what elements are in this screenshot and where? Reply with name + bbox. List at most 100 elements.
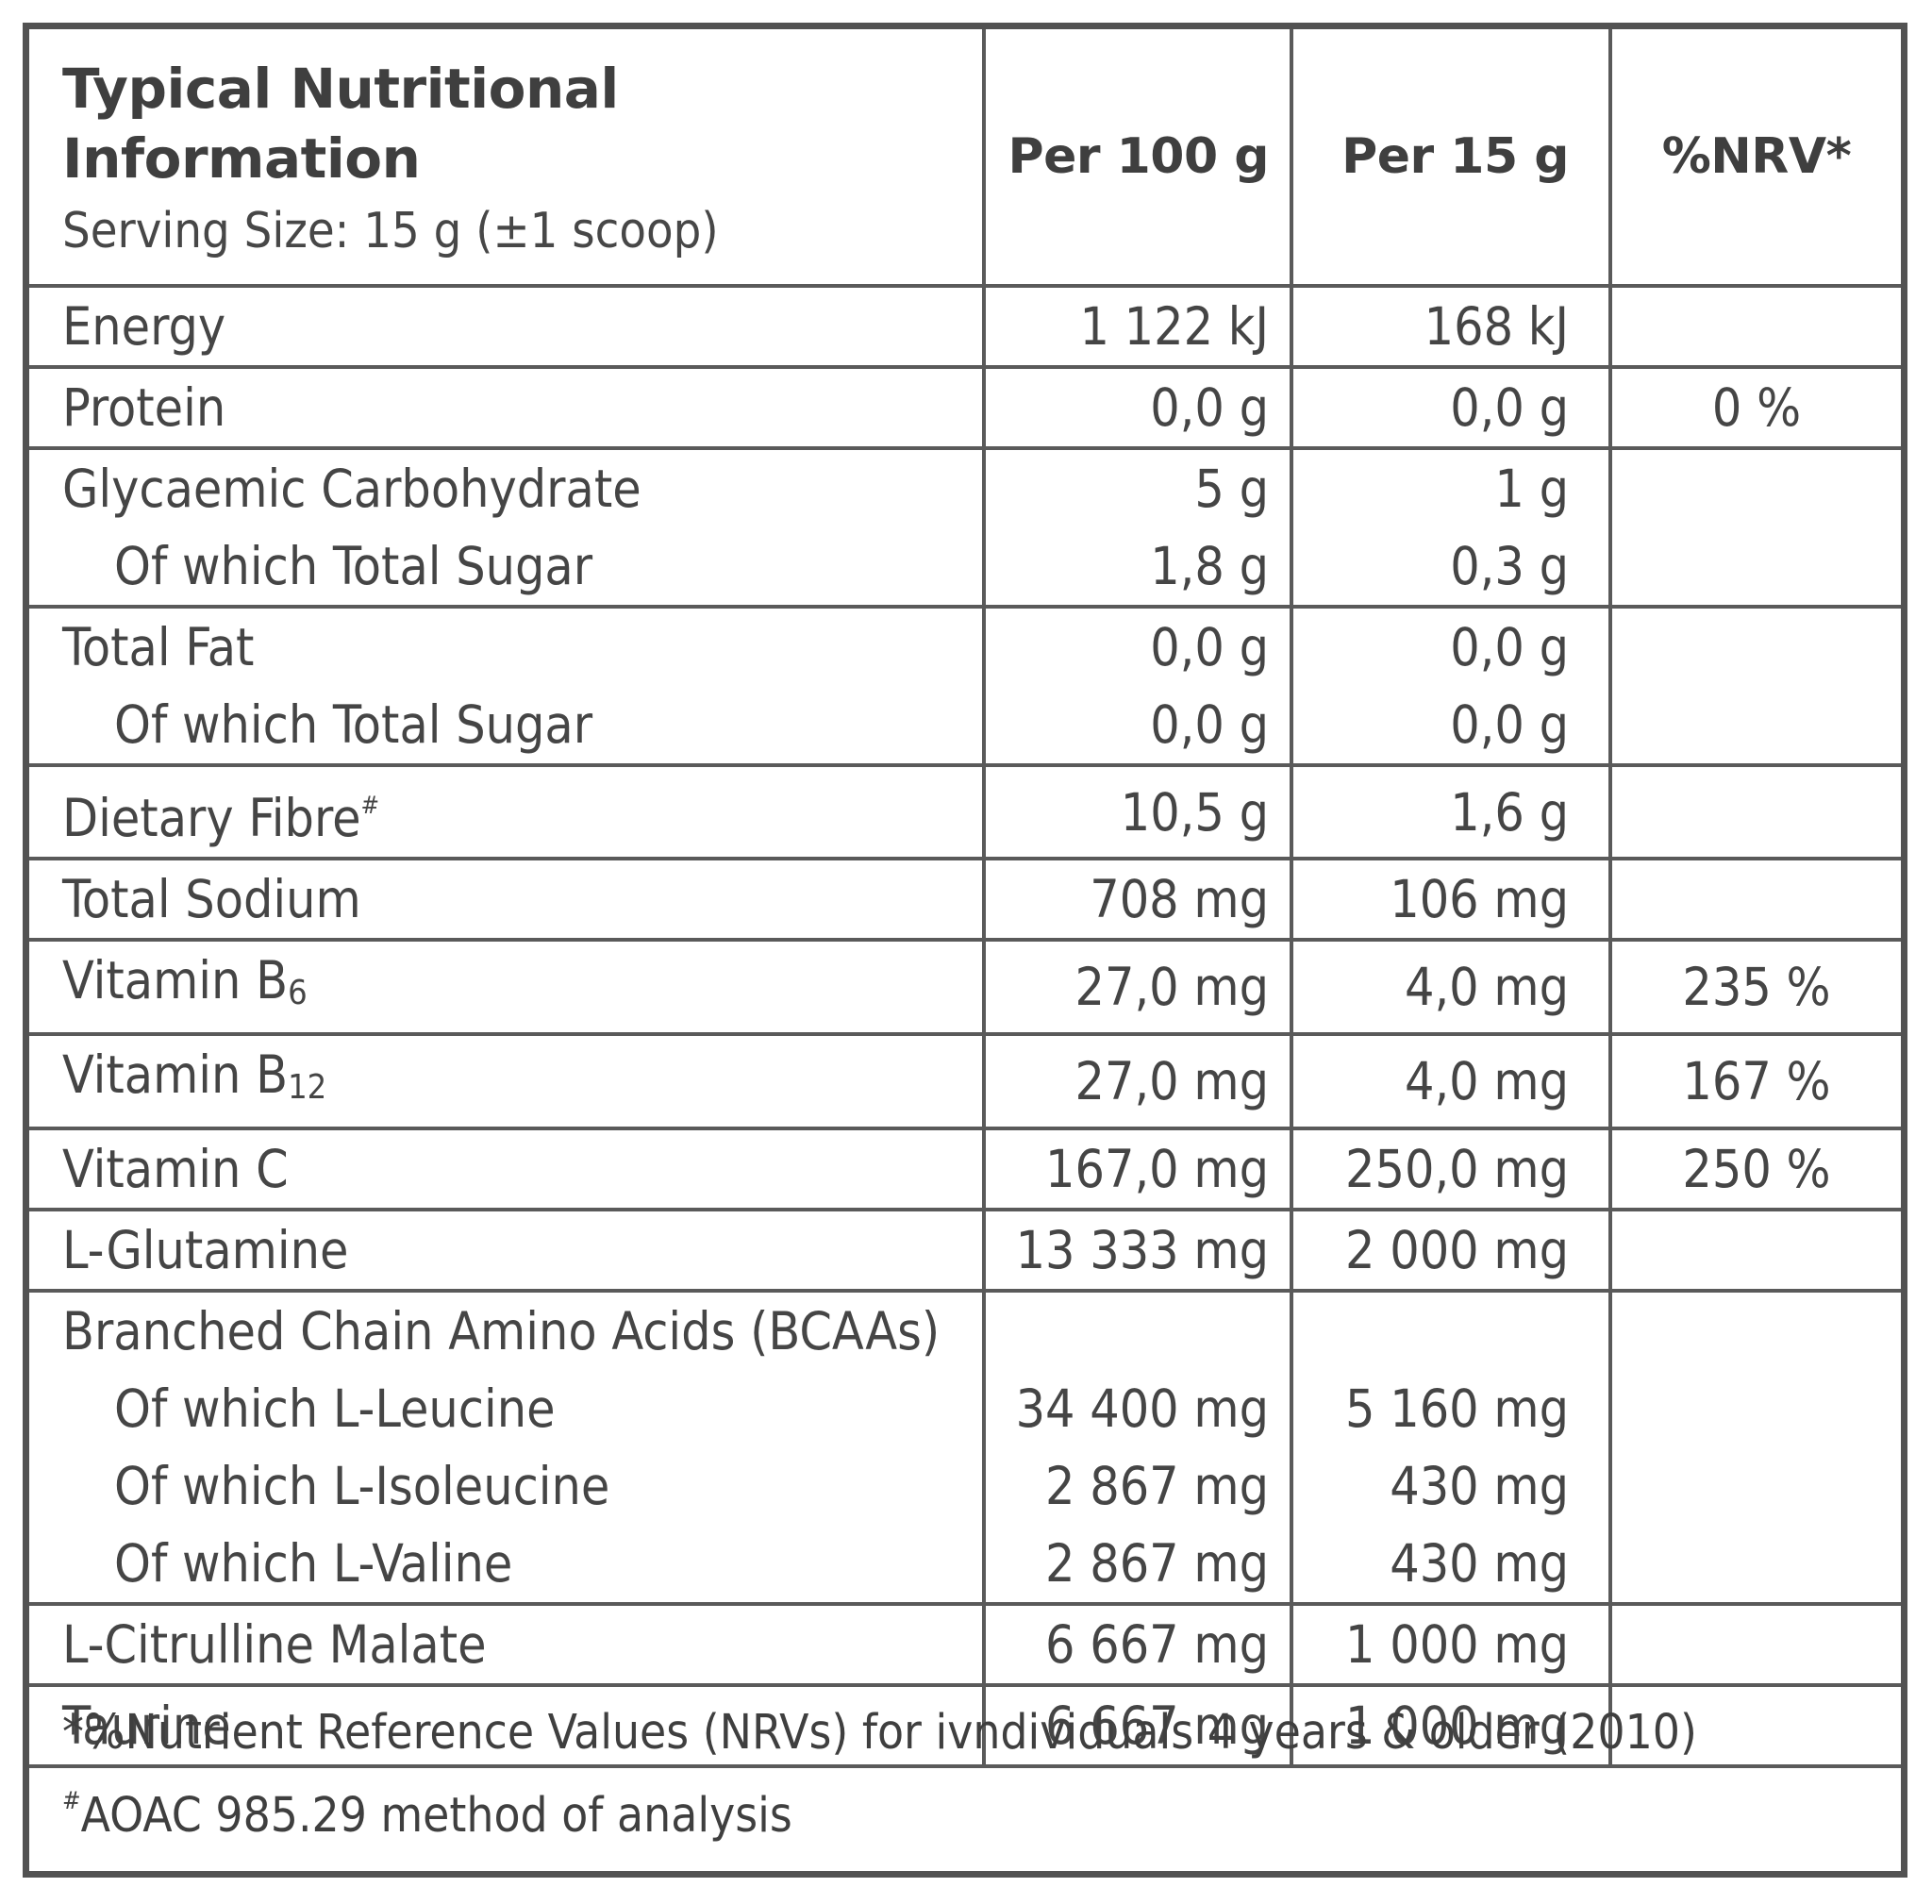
value-per-15g: 1 g — [1290, 446, 1610, 527]
value-nrv — [1608, 1289, 1901, 1370]
value-per-100g: 167,0 mg — [982, 1127, 1291, 1210]
value-per-100g: 13 333 mg — [982, 1208, 1291, 1291]
value-per-100g — [982, 1289, 1291, 1370]
value-nrv: 167 % — [1608, 1032, 1901, 1128]
value-per-15g: 4,0 mg — [1290, 1032, 1610, 1128]
row-vitamin-c: Vitamin C 167,0 mg 250,0 mg 250 % — [29, 1127, 1901, 1210]
value-per-100g: 2 867 mg — [982, 1525, 1291, 1604]
nutrient-name: Protein — [29, 365, 984, 448]
value-per-15g: 168 kJ — [1290, 284, 1610, 367]
value-per-100g: 0,0 g — [982, 605, 1291, 686]
col-per-100g: Per 100 g — [982, 29, 1291, 286]
value-per-15g: 250,0 mg — [1290, 1127, 1610, 1210]
value-nrv — [1608, 763, 1901, 859]
footnotes: *%Nutrient Reference Values (NRVs) for i… — [62, 1699, 1697, 1850]
subscript: 12 — [288, 1068, 327, 1107]
row-fat-sugar: Of which Total Sugar 0,0 g 0,0 g — [29, 686, 1901, 765]
nutrient-name: L-Citrulline Malate — [29, 1602, 984, 1685]
value-nrv: 0 % — [1608, 365, 1901, 448]
sub-nutrient-label: Of which Total Sugar — [114, 536, 593, 596]
footnote-aoac-text: AOAC 985.29 method of analysis — [80, 1788, 792, 1844]
value-per-15g: 2 000 mg — [1290, 1208, 1610, 1291]
row-total-sodium: Total Sodium 708 mg 106 mg — [29, 857, 1901, 940]
nutrition-table: Typical Nutritional Information Serving … — [29, 29, 1901, 1770]
table-title: Typical Nutritional Information — [62, 57, 619, 191]
footnote-nrv: *%Nutrient Reference Values (NRVs) for i… — [62, 1705, 1697, 1761]
sub-nutrient-label: Of which L-Leucine — [114, 1378, 556, 1439]
row-carb-sugar: Of which Total Sugar 1,8 g 0,3 g — [29, 527, 1901, 607]
value-per-100g: 708 mg — [982, 857, 1291, 940]
value-nrv — [1608, 1370, 1901, 1447]
value-per-100g: 2 867 mg — [982, 1447, 1291, 1525]
value-per-100g: 27,0 mg — [982, 938, 1291, 1034]
row-l-isoleucine: Of which L-Isoleucine 2 867 mg 430 mg — [29, 1447, 1901, 1525]
row-vitamin-b6: Vitamin B6 27,0 mg 4,0 mg 235 % — [29, 938, 1901, 1034]
col-per-15g: Per 15 g — [1290, 29, 1610, 286]
hash-footnote-mark: # — [62, 1787, 81, 1815]
value-nrv: 235 % — [1608, 938, 1901, 1034]
row-l-citrulline-malate: L-Citrulline Malate 6 667 mg 1 000 mg — [29, 1602, 1901, 1685]
nutrient-name: Vitamin C — [29, 1127, 984, 1210]
value-per-15g — [1290, 1289, 1610, 1370]
row-taurine: Taurine 6 667 mg 1 000 mg — [29, 1683, 1901, 1766]
value-per-15g: 106 mg — [1290, 857, 1610, 940]
nutrient-name: Of which Total Sugar — [29, 686, 984, 765]
value-nrv — [1608, 1208, 1901, 1291]
value-per-15g: 1 000 mg — [1290, 1683, 1610, 1766]
value-nrv — [1608, 527, 1901, 607]
value-per-15g: 0,0 g — [1290, 365, 1610, 448]
nutrient-name: L-Glutamine — [29, 1208, 984, 1291]
nutrition-panel: Typical Nutritional Information Serving … — [23, 23, 1907, 1878]
value-nrv — [1608, 605, 1901, 686]
value-per-100g: 1,8 g — [982, 527, 1291, 607]
nutrient-name: Energy — [29, 284, 984, 367]
nutrient-name: Of which L-Leucine — [29, 1370, 984, 1447]
value-per-15g: 1 000 mg — [1290, 1602, 1610, 1685]
serving-size: Serving Size: 15 g (±1 scoop) — [62, 203, 719, 259]
value-per-15g: 430 mg — [1290, 1525, 1610, 1604]
value-per-100g: 0,0 g — [982, 686, 1291, 765]
row-l-valine: Of which L-Valine 2 867 mg 430 mg — [29, 1525, 1901, 1604]
value-per-15g: 1,6 g — [1290, 763, 1610, 859]
nutrient-label: Dietary Fibre — [62, 788, 361, 848]
hash-footnote-mark: # — [360, 792, 380, 820]
value-nrv — [1608, 686, 1901, 765]
value-per-15g: 0,3 g — [1290, 527, 1610, 607]
nutrient-name: Total Sodium — [29, 857, 984, 940]
value-per-15g: 0,0 g — [1290, 686, 1610, 765]
row-dietary-fibre: Dietary Fibre# 10,5 g 1,6 g — [29, 763, 1901, 859]
value-nrv — [1608, 446, 1901, 527]
value-nrv — [1608, 1525, 1901, 1604]
value-per-100g: 6 667 mg — [982, 1602, 1291, 1685]
value-per-15g: 0,0 g — [1290, 605, 1610, 686]
value-per-100g: 0,0 g — [982, 365, 1291, 448]
value-nrv — [1608, 1683, 1901, 1766]
value-nrv — [1608, 1602, 1901, 1685]
sub-nutrient-label: Of which L-Valine — [114, 1533, 513, 1594]
value-per-100g: 34 400 mg — [982, 1370, 1291, 1447]
header-title-cell: Typical Nutritional Information Serving … — [29, 29, 984, 286]
nutrient-label: Vitamin B — [62, 950, 289, 1010]
value-per-100g: 10,5 g — [982, 763, 1291, 859]
nutrient-label: Vitamin B — [62, 1044, 289, 1105]
row-l-glutamine: L-Glutamine 13 333 mg 2 000 mg — [29, 1208, 1901, 1291]
nutrient-name: Of which L-Isoleucine — [29, 1447, 984, 1525]
value-nrv — [1608, 284, 1901, 367]
sub-nutrient-label: Of which L-Isoleucine — [114, 1456, 610, 1516]
row-total-fat: Total Fat 0,0 g 0,0 g — [29, 605, 1901, 686]
footnote-aoac: #AOAC 985.29 method of analysis — [62, 1767, 1697, 1850]
value-per-100g: 5 g — [982, 446, 1291, 527]
value-per-100g: 6 667 mg — [982, 1683, 1291, 1766]
value-per-15g: 430 mg — [1290, 1447, 1610, 1525]
table-header: Typical Nutritional Information Serving … — [29, 29, 1901, 286]
nutrient-name: Vitamin B6 — [29, 938, 984, 1034]
value-nrv — [1608, 1447, 1901, 1525]
row-vitamin-b12: Vitamin B12 27,0 mg 4,0 mg 167 % — [29, 1032, 1901, 1128]
value-per-100g: 27,0 mg — [982, 1032, 1291, 1128]
subscript: 6 — [288, 974, 308, 1012]
col-nrv: %NRV* — [1608, 29, 1901, 286]
value-per-15g: 5 160 mg — [1290, 1370, 1610, 1447]
nutrient-name: Total Fat — [29, 605, 984, 686]
row-bcaa: Branched Chain Amino Acids (BCAAs) — [29, 1289, 1901, 1370]
row-protein: Protein 0,0 g 0,0 g 0 % — [29, 365, 1901, 448]
